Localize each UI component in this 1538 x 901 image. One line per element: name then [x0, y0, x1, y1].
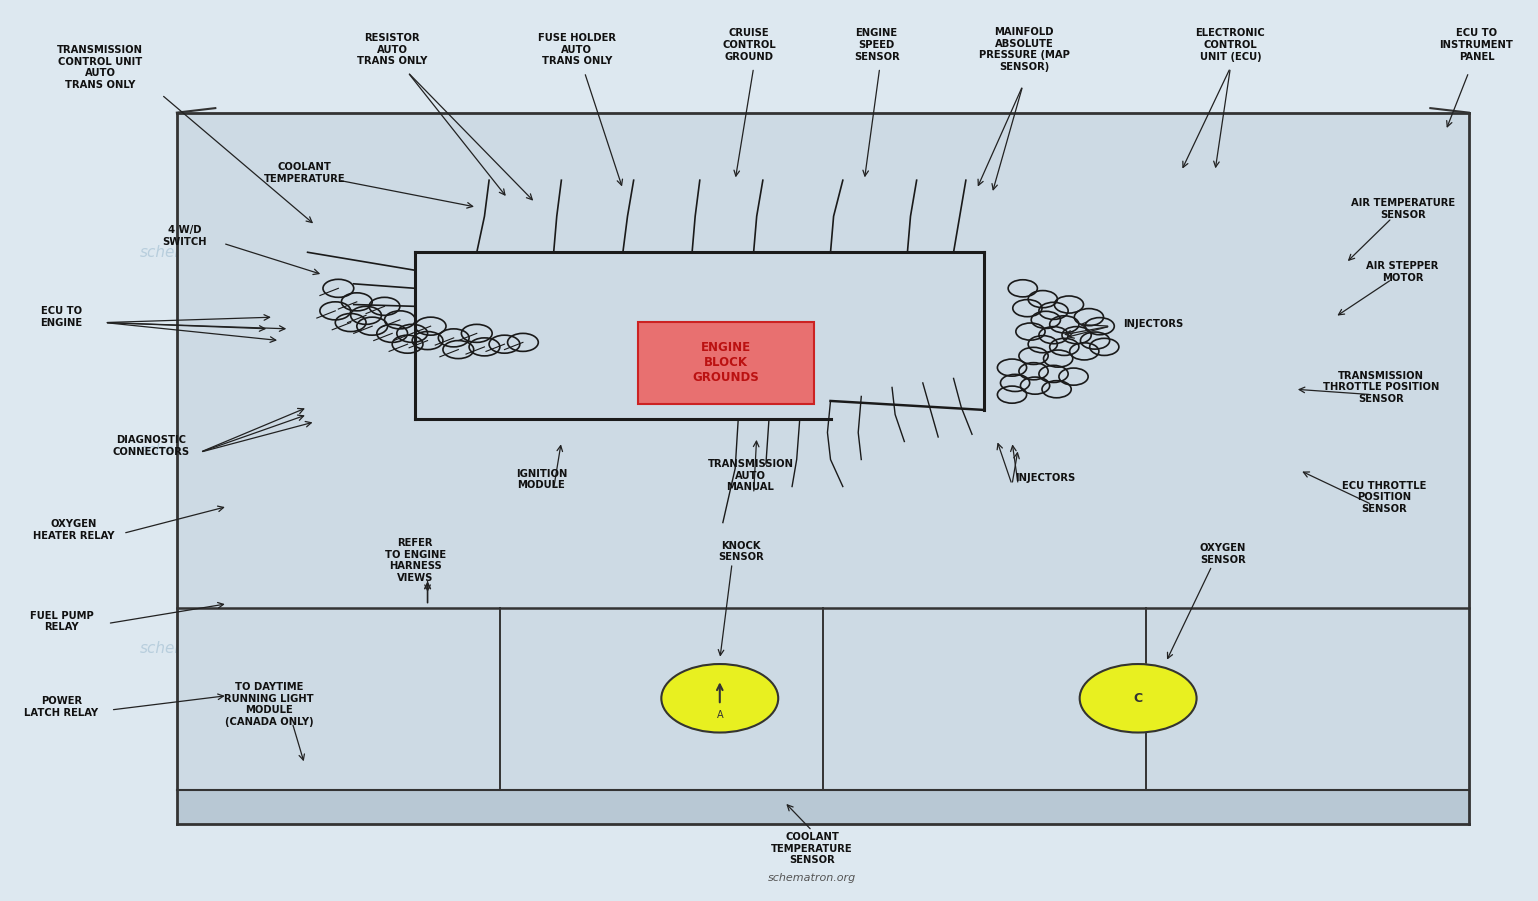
Circle shape — [1080, 664, 1197, 733]
Text: TRANSMISSION
AUTO
MANUAL: TRANSMISSION AUTO MANUAL — [707, 460, 794, 492]
Bar — [177, 608, 1469, 790]
Text: A: A — [717, 710, 723, 721]
FancyBboxPatch shape — [638, 322, 814, 404]
Text: AIR TEMPERATURE
SENSOR: AIR TEMPERATURE SENSOR — [1350, 198, 1455, 220]
Text: RESISTOR
AUTO
TRANS ONLY: RESISTOR AUTO TRANS ONLY — [357, 33, 428, 66]
Text: FUEL PUMP
RELAY: FUEL PUMP RELAY — [29, 611, 94, 633]
Text: schematron.org: schematron.org — [140, 443, 260, 458]
Text: REFER
TO ENGINE
HARNESS
VIEWS: REFER TO ENGINE HARNESS VIEWS — [384, 538, 446, 583]
Bar — [177, 790, 1469, 824]
Text: FUSE HOLDER
AUTO
TRANS ONLY: FUSE HOLDER AUTO TRANS ONLY — [538, 33, 615, 66]
Text: CRUISE
CONTROL
GROUND: CRUISE CONTROL GROUND — [723, 29, 775, 61]
Text: schematron.org: schematron.org — [909, 642, 1029, 656]
Text: schematron.org: schematron.org — [1247, 642, 1367, 656]
Text: ECU TO
INSTRUMENT
PANEL: ECU TO INSTRUMENT PANEL — [1440, 29, 1513, 61]
Text: IGNITION
MODULE: IGNITION MODULE — [515, 469, 568, 490]
Bar — [177, 113, 1469, 608]
Text: schematron.org: schematron.org — [909, 245, 1029, 259]
Text: schematron.org: schematron.org — [140, 642, 260, 656]
Text: TRANSMISSION
THROTTLE POSITION
SENSOR: TRANSMISSION THROTTLE POSITION SENSOR — [1323, 371, 1440, 404]
Text: ENGINE
SPEED
SENSOR: ENGINE SPEED SENSOR — [854, 29, 900, 61]
Text: ENGINE
BLOCK
GROUNDS: ENGINE BLOCK GROUNDS — [692, 341, 760, 384]
Text: schematron.org: schematron.org — [524, 245, 644, 259]
Text: KNOCK
SENSOR: KNOCK SENSOR — [718, 541, 764, 562]
Text: INJECTORS: INJECTORS — [1015, 472, 1075, 483]
Text: TRANSMISSION
CONTROL UNIT
AUTO
TRANS ONLY: TRANSMISSION CONTROL UNIT AUTO TRANS ONL… — [57, 45, 143, 90]
Text: schematron.org: schematron.org — [140, 245, 260, 259]
Text: MAINFOLD
ABSOLUTE
PRESSURE (MAP
SENSOR): MAINFOLD ABSOLUTE PRESSURE (MAP SENSOR) — [978, 27, 1070, 72]
Text: TO DAYTIME
RUNNING LIGHT
MODULE
(CANADA ONLY): TO DAYTIME RUNNING LIGHT MODULE (CANADA … — [225, 682, 314, 727]
Text: POWER
LATCH RELAY: POWER LATCH RELAY — [25, 696, 98, 718]
Text: schematron.org: schematron.org — [1247, 245, 1367, 259]
Text: OXYGEN
HEATER RELAY: OXYGEN HEATER RELAY — [34, 519, 114, 541]
Text: 4 W/D
SWITCH: 4 W/D SWITCH — [163, 225, 206, 247]
Text: C: C — [1134, 692, 1143, 705]
Circle shape — [661, 664, 778, 733]
Text: schematron.org: schematron.org — [1247, 443, 1367, 458]
Text: schematron.org: schematron.org — [524, 443, 644, 458]
Text: ECU TO
ENGINE: ECU TO ENGINE — [40, 306, 83, 328]
Text: schematron.org: schematron.org — [909, 443, 1029, 458]
Text: AIR STEPPER
MOTOR: AIR STEPPER MOTOR — [1366, 261, 1440, 283]
Text: OXYGEN
SENSOR: OXYGEN SENSOR — [1200, 543, 1246, 565]
Text: DIAGNOSTIC
CONNECTORS: DIAGNOSTIC CONNECTORS — [112, 435, 189, 457]
Text: ELECTRONIC
CONTROL
UNIT (ECU): ELECTRONIC CONTROL UNIT (ECU) — [1195, 29, 1266, 61]
Text: schematron.org: schematron.org — [767, 873, 857, 884]
Text: INJECTORS: INJECTORS — [1123, 319, 1183, 330]
Text: COOLANT
TEMPERATURE: COOLANT TEMPERATURE — [263, 162, 346, 184]
Text: ECU THROTTLE
POSITION
SENSOR: ECU THROTTLE POSITION SENSOR — [1343, 481, 1426, 514]
Text: COOLANT
TEMPERATURE
SENSOR: COOLANT TEMPERATURE SENSOR — [771, 833, 854, 865]
Text: schematron.org: schematron.org — [524, 642, 644, 656]
